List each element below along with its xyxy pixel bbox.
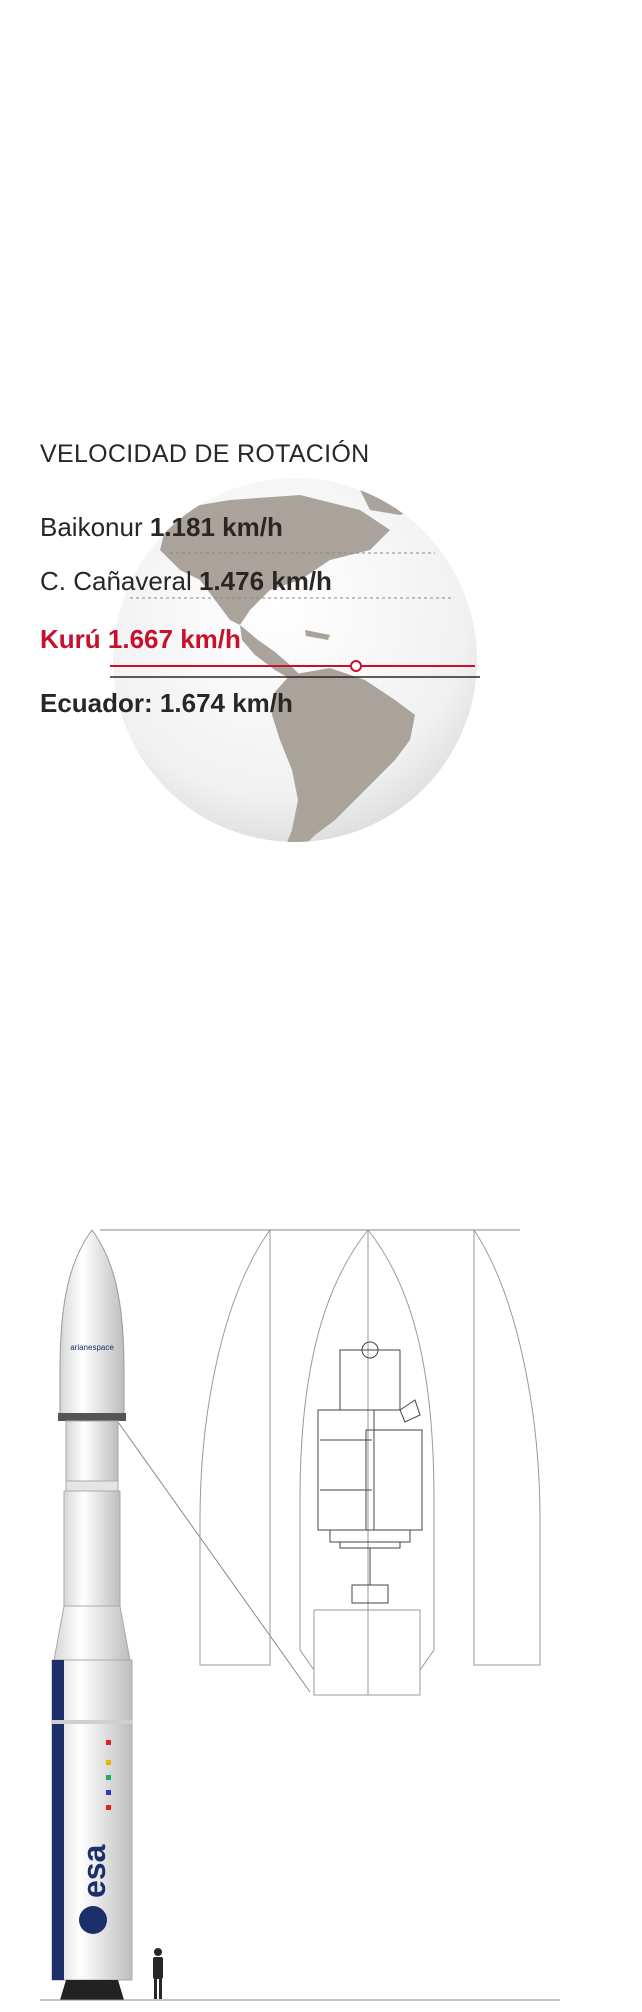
baikonur-speed: 1.181 km/h <box>149 512 283 542</box>
flags-strip <box>106 1740 111 1810</box>
globe-icon <box>110 478 480 842</box>
kourou-label: Kurú <box>40 624 101 654</box>
canaveral-row: C. Cañaveral 1.476 km/h <box>40 566 332 597</box>
rocket-illustration: arianespace esa <box>51 1229 133 2000</box>
baikonur-label: Baikonur <box>40 512 143 542</box>
equator-speed: 1.674 km/h <box>159 688 293 718</box>
equator-row: Ecuador: 1.674 km/h <box>40 688 293 719</box>
fairing-left-half <box>199 1228 271 1666</box>
person-silhouette-icon <box>153 1948 163 1999</box>
fairing-right-half <box>473 1228 541 1666</box>
kourou-row: Kurú 1.667 km/h <box>40 624 241 655</box>
kourou-marker-icon <box>350 660 362 672</box>
svg-text:esa: esa <box>76 1844 112 1898</box>
canaveral-speed: 1.476 km/h <box>198 566 332 596</box>
fairing-center-profile <box>299 1229 435 1696</box>
baikonur-row: Baikonur 1.181 km/h <box>40 512 283 543</box>
equator-label: Ecuador: <box>40 688 153 718</box>
kourou-speed: 1.667 km/h <box>107 624 241 654</box>
satellite-drawing <box>317 1341 423 1604</box>
vega-rocket-diagram: arianespace esa <box>40 1228 560 2001</box>
rotation-title: VELOCIDAD DE ROTACIÓN <box>40 440 370 468</box>
arianespace-logo: arianespace <box>70 1343 114 1352</box>
esa-logo: esa <box>76 1844 112 1934</box>
canaveral-label: C. Cañaveral <box>40 566 192 596</box>
